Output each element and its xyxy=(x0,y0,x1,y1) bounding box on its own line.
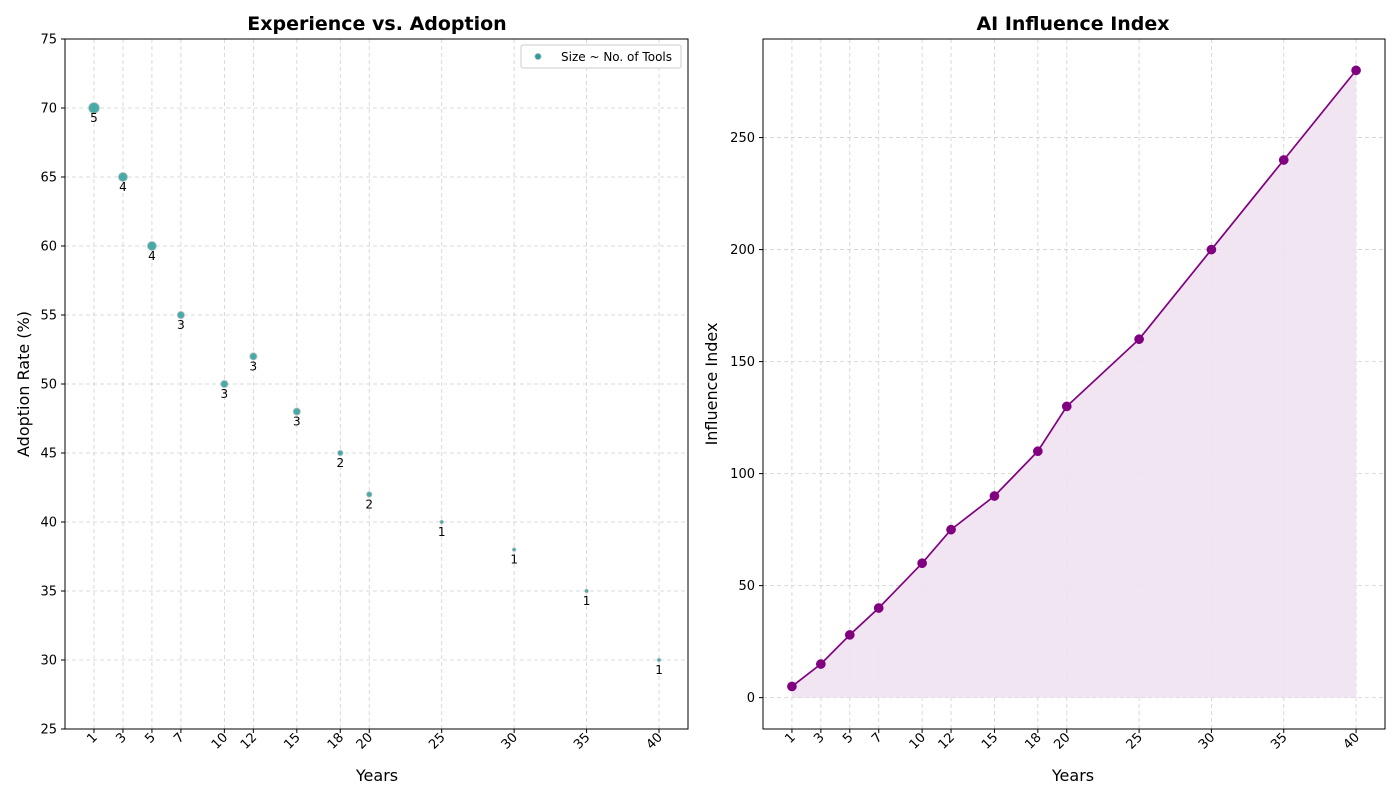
scatter-y-tick-label: 35 xyxy=(40,585,57,600)
scatter-point xyxy=(584,588,589,594)
area-y-tick-label: 150 xyxy=(730,355,755,370)
scatter-point-label: 1 xyxy=(510,553,518,567)
scatter-y-tick-label: 30 xyxy=(40,654,57,669)
scatter-x-axis-label: Years xyxy=(355,766,398,785)
scatter-point xyxy=(88,102,100,114)
scatter-y-tick-label: 75 xyxy=(40,33,57,48)
area-y-tick-label: 0 xyxy=(747,691,755,706)
scatter-panel: Experience vs. Adoption Years Adoption R… xyxy=(14,13,689,785)
scatter-y-tick-label: 55 xyxy=(40,309,57,324)
scatter-point xyxy=(117,171,128,182)
scatter-point-label: 1 xyxy=(655,663,663,677)
scatter-point xyxy=(146,240,157,251)
scatter-point-label: 2 xyxy=(336,456,344,470)
scatter-point-label: 3 xyxy=(221,387,229,401)
scatter-y-tick-label: 25 xyxy=(40,723,57,738)
scatter-y-tick-label: 50 xyxy=(40,378,57,393)
scatter-point xyxy=(220,379,229,389)
series-point xyxy=(1061,401,1072,412)
series-point xyxy=(816,659,826,669)
scatter-point xyxy=(366,491,373,498)
legend-marker xyxy=(534,52,542,61)
legend-label: Size ~ No. of Tools xyxy=(561,50,672,64)
area-chart-title: AI Influence Index xyxy=(976,13,1169,35)
scatter-point xyxy=(249,352,258,361)
scatter-point-label: 1 xyxy=(438,525,446,539)
series-point xyxy=(1134,334,1144,345)
series-point xyxy=(844,630,855,640)
series-point xyxy=(1032,446,1043,457)
area-fill xyxy=(791,70,1357,698)
scatter-point-label: 3 xyxy=(177,318,185,332)
scatter-y-tick-label: 40 xyxy=(40,516,57,531)
scatter-point xyxy=(511,547,517,552)
scatter-point xyxy=(656,657,662,663)
scatter-point xyxy=(176,310,186,320)
area-y-axis-label: Influence Index xyxy=(702,323,721,446)
area-series xyxy=(787,65,1361,698)
area-y-tick-label: 100 xyxy=(730,467,755,482)
series-point xyxy=(1278,155,1289,165)
scatter-y-tick-label: 45 xyxy=(40,447,57,462)
scatter-y-axis-label: Adoption Rate (%) xyxy=(14,311,33,457)
series-point xyxy=(946,524,956,535)
series-point xyxy=(1351,65,1361,76)
scatter-point-label: 2 xyxy=(365,497,373,511)
scatter-chart-title: Experience vs. Adoption xyxy=(247,13,506,35)
scatter-point-label: 1 xyxy=(583,594,591,608)
scatter-axes-frame xyxy=(64,38,689,730)
scatter-point-label: 3 xyxy=(293,415,301,429)
area-y-tick-label: 200 xyxy=(730,243,755,258)
scatter-point xyxy=(337,449,344,457)
series-point xyxy=(989,491,1000,501)
area-axes-frame xyxy=(762,38,1386,730)
scatter-point-label: 4 xyxy=(119,180,127,194)
series-point xyxy=(873,603,884,613)
area-x-axis-label: Years xyxy=(1051,766,1094,785)
series-point xyxy=(787,681,797,692)
area-y-tick-label: 50 xyxy=(738,579,755,594)
scatter-point-label: 5 xyxy=(90,111,98,125)
area-y-tick-label: 250 xyxy=(730,131,755,146)
scatter-y-tick-label: 65 xyxy=(40,171,57,186)
legend-box xyxy=(520,44,682,69)
scatter-point-label: 3 xyxy=(250,359,258,373)
area-panel: AI Influence Index Years Influence Index… xyxy=(702,13,1386,785)
scatter-point-label: 4 xyxy=(148,249,156,263)
scatter-y-tick-label: 70 xyxy=(40,102,57,117)
scatter-points: 5 4 4 3 3 3 3 2 2 1 1 1 1 xyxy=(88,102,663,677)
series-point xyxy=(917,558,927,569)
scatter-y-tick-label: 60 xyxy=(40,240,57,255)
scatter-point xyxy=(439,519,444,525)
scatter-point xyxy=(292,407,301,416)
scatter-legend: Size ~ No. of Tools xyxy=(520,44,682,69)
series-point xyxy=(1206,244,1217,255)
